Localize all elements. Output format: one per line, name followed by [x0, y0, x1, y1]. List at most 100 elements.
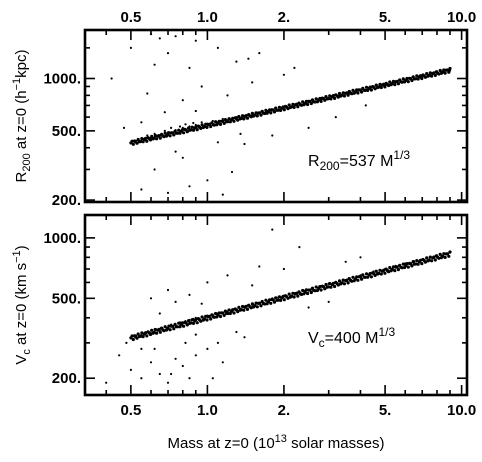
top-ridge-point: [167, 131, 171, 135]
top-ridge-point: [150, 134, 154, 138]
bottom-ridge-point: [212, 315, 216, 319]
top-ridge-point: [374, 83, 378, 87]
top-ridge-point: [172, 133, 176, 137]
top-ridge-point: [139, 139, 143, 144]
top-ridge-point: [388, 80, 392, 84]
bottom-xtick-label: 1.0: [197, 402, 218, 419]
bottom-ridge-point: [158, 330, 162, 334]
bottom-panel-points: [105, 228, 452, 384]
bottom-ridge-point: [314, 285, 318, 289]
bottom-ridge-point: [172, 327, 176, 331]
top-ridge-point: [340, 93, 344, 97]
bottom-data-point: [194, 354, 197, 357]
top-ridge-point: [264, 108, 268, 112]
bottom-ridge-point: [393, 269, 397, 273]
top-data-point: [153, 63, 156, 66]
top-data-point: [293, 66, 296, 69]
bottom-data-point: [174, 357, 177, 360]
top-ridge-point: [433, 73, 437, 77]
top-ridge-point: [400, 80, 404, 84]
top-ridge-point: [272, 110, 277, 114]
top-ridge-point: [259, 113, 263, 117]
top-data-point: [235, 60, 238, 63]
bottom-data-point: [188, 293, 191, 296]
top-data-point: [188, 66, 191, 69]
bottom-ridge-point: [268, 298, 272, 302]
top-ridge-point: [204, 122, 208, 126]
bottom-ridge-point: [139, 334, 143, 338]
bottom-ridge-point: [148, 332, 153, 337]
top-ridge-point: [269, 111, 273, 115]
bottom-ridge-point: [379, 272, 383, 276]
top-ridge-point: [140, 137, 144, 141]
top-data-point: [181, 99, 184, 102]
bottom-data-point: [216, 341, 219, 344]
bottom-ridge-point: [199, 319, 203, 323]
top-ridge-point: [131, 142, 135, 146]
top-ridge-point: [237, 114, 241, 119]
bottom-ridge-point: [427, 258, 431, 262]
top-ridge-point: [245, 116, 250, 120]
bottom-ridge-point: [445, 252, 450, 256]
bottom-ridge-point: [377, 271, 381, 275]
bottom-ridge-point: [276, 298, 280, 302]
top-ridge-point: [373, 87, 377, 91]
bottom-ridge-point: [191, 321, 196, 325]
bottom-data-point: [166, 381, 170, 384]
top-ridge-point: [438, 68, 442, 73]
bottom-ridge-point: [187, 319, 191, 323]
bottom-ridge-point: [437, 256, 441, 260]
top-ridge-point: [207, 122, 211, 126]
bottom-ridge-point: [387, 270, 391, 274]
top-ridge-point: [282, 108, 286, 112]
top-ridge-point: [244, 114, 248, 118]
bottom-ridge-point: [351, 275, 355, 279]
top-ridge-point: [295, 102, 299, 106]
top-ridge-point: [425, 72, 429, 76]
top-ridge-point: [195, 128, 199, 132]
bottom-ridge-point: [441, 254, 445, 258]
bottom-ridge-point: [286, 296, 290, 300]
bottom-ridge-point: [226, 311, 230, 316]
top-ridge-point: [236, 118, 240, 122]
top-data-point: [239, 132, 242, 135]
top-ridge-point: [418, 74, 423, 78]
top-ridge-point: [268, 108, 272, 112]
top-ridge-point: [277, 105, 281, 109]
bottom-ridge-point: [162, 329, 166, 333]
bottom-ridge-point: [442, 252, 446, 256]
bottom-ridge-point: [406, 265, 410, 269]
top-ridge-point: [239, 116, 243, 120]
bottom-ridge-point: [205, 318, 209, 322]
top-data-point: [200, 121, 203, 124]
bottom-xtick-label: 5.: [379, 402, 392, 419]
bottom-ridge-point: [410, 264, 414, 268]
bottom-ridge-point: [150, 328, 154, 332]
bottom-ridge-point: [231, 308, 235, 312]
bottom-ridge-point: [135, 336, 139, 340]
bottom-data-point: [359, 256, 362, 259]
top-ridge-point: [182, 131, 186, 135]
top-ridge-point: [383, 85, 387, 89]
bottom-ridge-point: [254, 301, 258, 305]
bottom-ridge-point: [141, 335, 145, 339]
top-ridge-point: [437, 72, 441, 76]
bottom-ridge-point: [287, 292, 291, 296]
bottom-data-point: [344, 260, 347, 263]
bottom-ridge-point: [328, 281, 332, 286]
bottom-ridge-point: [350, 279, 354, 283]
bottom-ridge-point: [415, 259, 419, 263]
top-ridge-point: [153, 134, 157, 138]
top-data-point: [174, 35, 177, 38]
bottom-ridge-point: [448, 250, 452, 254]
top-ridge-point: [180, 128, 184, 132]
bottom-ytick-label: 500.: [52, 290, 81, 307]
bottom-data-point: [200, 302, 203, 305]
top-ridge-point: [249, 115, 253, 119]
bottom-ridge-point: [418, 258, 423, 262]
bottom-ridge-point: [245, 307, 250, 311]
top-data-point: [251, 81, 254, 84]
bottom-ridge-point: [195, 321, 199, 325]
bottom-data-point: [282, 267, 285, 271]
bottom-ridge-point: [214, 311, 218, 316]
